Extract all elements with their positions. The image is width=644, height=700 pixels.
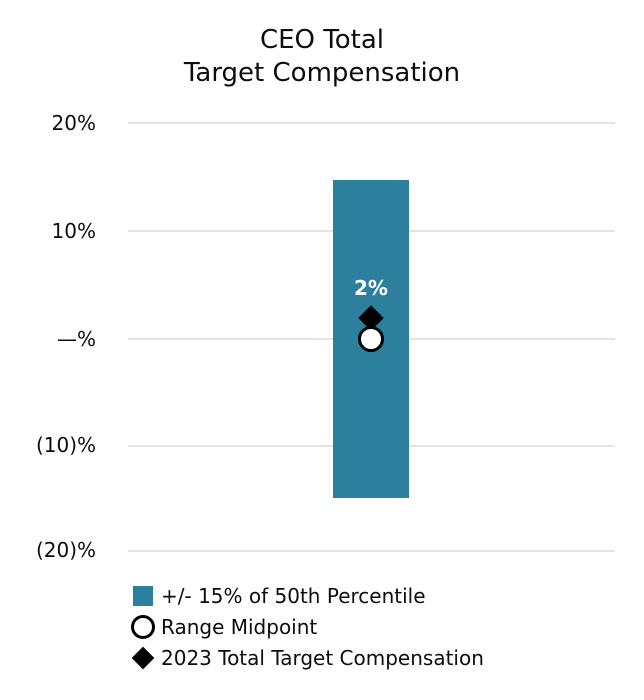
chart-title-line-1: CEO Total bbox=[259, 25, 385, 55]
y-tick-label-neg20pct: (20)% bbox=[35, 538, 96, 562]
gridline-20pct bbox=[128, 122, 615, 124]
legend-item-target-compensation: 2023 Total Target Compensation bbox=[131, 642, 631, 673]
legend-item-percentile-range: +/- 15% of 50th Percentile bbox=[131, 580, 631, 611]
teal-square-swatch-icon bbox=[133, 585, 153, 606]
y-tick-label-neg10pct: (10)% bbox=[35, 433, 96, 457]
y-tick-label-10pct: 10% bbox=[51, 219, 96, 243]
diamond-swatch-icon bbox=[131, 646, 155, 669]
gridline-neg20pct bbox=[128, 550, 615, 552]
legend: +/- 15% of 50th Percentile Range Midpoin… bbox=[131, 580, 631, 673]
y-tick-label-20pct: 20% bbox=[51, 111, 96, 135]
target-comp-data-label: 2% bbox=[354, 276, 388, 300]
legend-label: +/- 15% of 50th Percentile bbox=[161, 583, 426, 608]
chart-title: CEO Total Target Compensation bbox=[0, 24, 644, 90]
chart-title-line-2: Target Compensation bbox=[183, 58, 461, 88]
legend-label: Range Midpoint bbox=[161, 614, 318, 639]
y-tick-label-0pct: —% bbox=[56, 327, 96, 351]
legend-item-range-midpoint: Range Midpoint bbox=[131, 611, 631, 642]
circle-outline-swatch-icon bbox=[131, 614, 155, 639]
legend-label: 2023 Total Target Compensation bbox=[161, 645, 484, 670]
range-midpoint-circle-marker bbox=[358, 326, 384, 352]
